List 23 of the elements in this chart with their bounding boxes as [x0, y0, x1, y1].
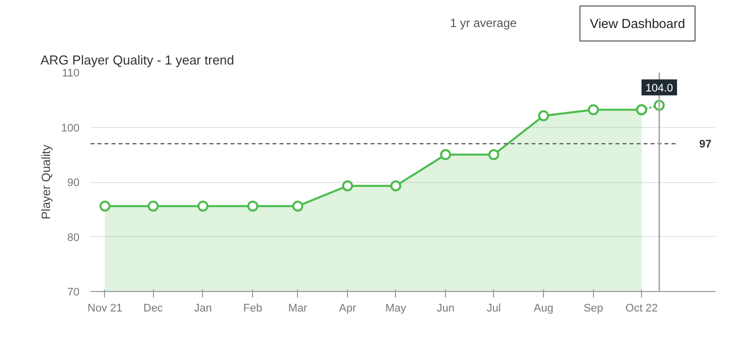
x-tick-label: Jul — [486, 302, 501, 314]
x-tick-label: Mar — [288, 302, 308, 314]
y-tick-label: 80 — [67, 232, 80, 244]
y-tick-label: 70 — [67, 286, 80, 298]
x-tick-label: Dec — [143, 302, 164, 314]
y-tick-label: 90 — [67, 177, 80, 189]
x-tick-label: Feb — [243, 302, 262, 314]
annotation: 97 — [699, 138, 712, 151]
annotation: 104.0 — [646, 82, 674, 94]
text: View Dashboard — [590, 16, 686, 31]
x-tick-label: May — [385, 302, 407, 314]
y-tick-label: 110 — [62, 68, 80, 80]
x-tick-label: Oct 22 — [625, 302, 658, 314]
y-axis-title: Player Quality — [39, 144, 54, 220]
x-tick-label: Aug — [534, 302, 554, 314]
x-tick-label: Jun — [436, 302, 454, 314]
y-tick-label: 100 — [61, 122, 80, 134]
ref-line-label: 1 yr average — [450, 16, 517, 30]
x-tick-label: Sep — [584, 302, 604, 314]
x-tick-label: Apr — [339, 302, 356, 314]
x-tick-label: Nov 21 — [88, 302, 122, 314]
chart-title: ARG Player Quality - 1 year trend — [40, 52, 234, 68]
x-tick-label: Jan — [194, 302, 212, 314]
